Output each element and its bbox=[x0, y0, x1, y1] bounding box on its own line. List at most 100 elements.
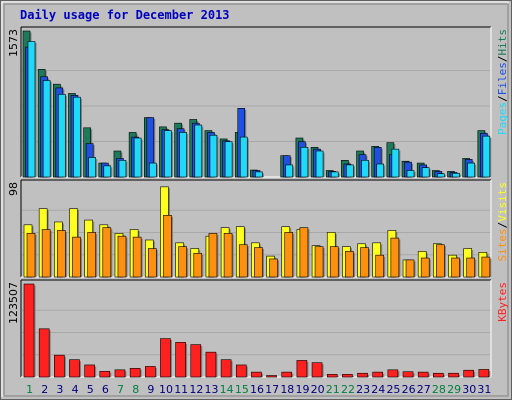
bar-sites-3 bbox=[57, 230, 66, 278]
bar-kbytes-31 bbox=[478, 369, 490, 378]
bar-kbytes-2 bbox=[38, 328, 50, 378]
bar-pages-20 bbox=[315, 150, 324, 178]
bar-kbytes-17 bbox=[266, 375, 277, 378]
bar-sites-8 bbox=[132, 236, 142, 278]
bar-kbytes-15 bbox=[235, 364, 247, 378]
bar-sites-29 bbox=[451, 257, 460, 278]
legend-kbytes: KBytes bbox=[496, 282, 509, 322]
bar-pages-23 bbox=[361, 159, 369, 178]
legend-text-2: Files bbox=[496, 62, 509, 95]
panel-visits_sites: 98 Sites/Visits bbox=[7, 179, 509, 278]
x-tick-label-24: 24 bbox=[371, 383, 385, 396]
bar-sites-10 bbox=[163, 215, 172, 278]
bar-pages-19 bbox=[300, 146, 309, 178]
x-tick-label-4: 4 bbox=[72, 383, 79, 396]
bar-sites-30 bbox=[466, 257, 475, 278]
bar-kbytes-29 bbox=[448, 372, 459, 378]
bar-sites-25 bbox=[390, 237, 400, 278]
legend-visits_sites: Sites/Visits bbox=[496, 182, 509, 262]
bar-pages-3 bbox=[58, 94, 66, 178]
bar-kbytes-25 bbox=[387, 369, 399, 378]
x-tick-label-30: 30 bbox=[462, 383, 476, 396]
bar-pages-15 bbox=[239, 136, 248, 178]
bar-kbytes-5 bbox=[84, 364, 95, 378]
chart-panels: 1573 Pages/Files/Hits 98 Sites/Visits 123507… bbox=[7, 26, 509, 378]
bar-pages-2 bbox=[42, 80, 51, 178]
bar-sites-16 bbox=[254, 247, 263, 278]
bar-sites-24 bbox=[375, 254, 385, 278]
bar-kbytes-1 bbox=[23, 283, 35, 378]
bar-kbytes-8 bbox=[129, 368, 141, 378]
x-tick-label-1: 1 bbox=[26, 383, 33, 396]
x-tick-label-2: 2 bbox=[41, 383, 48, 396]
bar-sites-23 bbox=[360, 247, 369, 278]
x-tick-label-3: 3 bbox=[56, 383, 63, 396]
chart-title: Daily usage for December 2013 bbox=[20, 8, 230, 22]
x-tick-label-19: 19 bbox=[295, 383, 309, 396]
bar-sites-9 bbox=[147, 248, 157, 278]
bar-sites-4 bbox=[72, 236, 81, 278]
bar-kbytes-24 bbox=[372, 371, 384, 378]
x-tick-label-20: 20 bbox=[311, 383, 325, 396]
bar-sites-19 bbox=[299, 227, 309, 278]
x-tick-label-22: 22 bbox=[341, 383, 355, 396]
bar-sites-26 bbox=[405, 259, 415, 278]
x-tick-label-13: 13 bbox=[205, 383, 219, 396]
bar-pages-8 bbox=[133, 137, 142, 178]
bar-kbytes-21 bbox=[326, 374, 338, 378]
bar-sites-27 bbox=[420, 257, 430, 278]
bar-kbytes-3 bbox=[54, 354, 65, 378]
bar-kbytes-6 bbox=[99, 370, 111, 378]
bar-pages-13 bbox=[209, 134, 218, 178]
y-max-label: 1573 bbox=[7, 29, 20, 57]
y-max-label: 123507 bbox=[7, 282, 20, 324]
bar-kbytes-30 bbox=[463, 369, 474, 378]
bar-pages-12 bbox=[194, 124, 203, 178]
bar-sites-7 bbox=[117, 235, 127, 278]
x-tick-label-23: 23 bbox=[356, 383, 370, 396]
bar-sites-18 bbox=[284, 232, 294, 278]
bar-kbytes-19 bbox=[296, 360, 308, 378]
bar-sites-6 bbox=[102, 227, 112, 278]
legend-hits_files_pages: Pages/Files/Hits bbox=[496, 29, 509, 135]
bar-kbytes-7 bbox=[114, 369, 126, 378]
x-tick-label-27: 27 bbox=[417, 383, 431, 396]
bar-sites-12 bbox=[193, 252, 203, 278]
bar-pages-28 bbox=[437, 173, 445, 178]
x-tick-label-15: 15 bbox=[235, 383, 249, 396]
bevel-shadow bbox=[3, 3, 509, 397]
bar-pages-27 bbox=[421, 167, 430, 178]
bar-pages-9 bbox=[148, 162, 157, 178]
x-tick-label-21: 21 bbox=[326, 383, 340, 396]
bar-kbytes-10 bbox=[160, 338, 171, 378]
bar-sites-17 bbox=[269, 258, 278, 278]
panel-background bbox=[21, 280, 491, 377]
bar-kbytes-22 bbox=[342, 374, 353, 378]
bar-kbytes-20 bbox=[311, 362, 323, 378]
bar-sites-5 bbox=[87, 232, 96, 278]
legend-text-2: Visits bbox=[496, 182, 509, 222]
bar-kbytes-12 bbox=[190, 344, 202, 378]
bar-pages-24 bbox=[376, 163, 385, 178]
bar-pages-1 bbox=[27, 41, 36, 178]
bar-pages-22 bbox=[346, 164, 354, 178]
bar-pages-5 bbox=[88, 157, 96, 178]
x-tick-label-26: 26 bbox=[402, 383, 416, 396]
bar-pages-26 bbox=[406, 170, 415, 178]
x-tick-label-29: 29 bbox=[447, 383, 461, 396]
bar-sites-22 bbox=[345, 251, 354, 278]
x-axis-labels: 1 2 3 4 5 6 7 8 9 10 11 12 13 14 15 16 17 18 19 20 21 22 23 24 2… bbox=[26, 383, 491, 396]
bar-kbytes-18 bbox=[281, 371, 293, 378]
x-tick-label-5: 5 bbox=[87, 383, 94, 396]
x-tick-label-8: 8 bbox=[132, 383, 139, 396]
bar-pages-21 bbox=[330, 171, 339, 178]
bar-kbytes-28 bbox=[433, 372, 444, 378]
bar-pages-25 bbox=[391, 148, 400, 178]
x-tick-label-17: 17 bbox=[265, 383, 279, 396]
bar-sites-14 bbox=[223, 233, 233, 278]
bar-kbytes-9 bbox=[144, 366, 156, 378]
y-max-label: 98 bbox=[7, 182, 20, 196]
bar-kbytes-26 bbox=[402, 371, 414, 378]
